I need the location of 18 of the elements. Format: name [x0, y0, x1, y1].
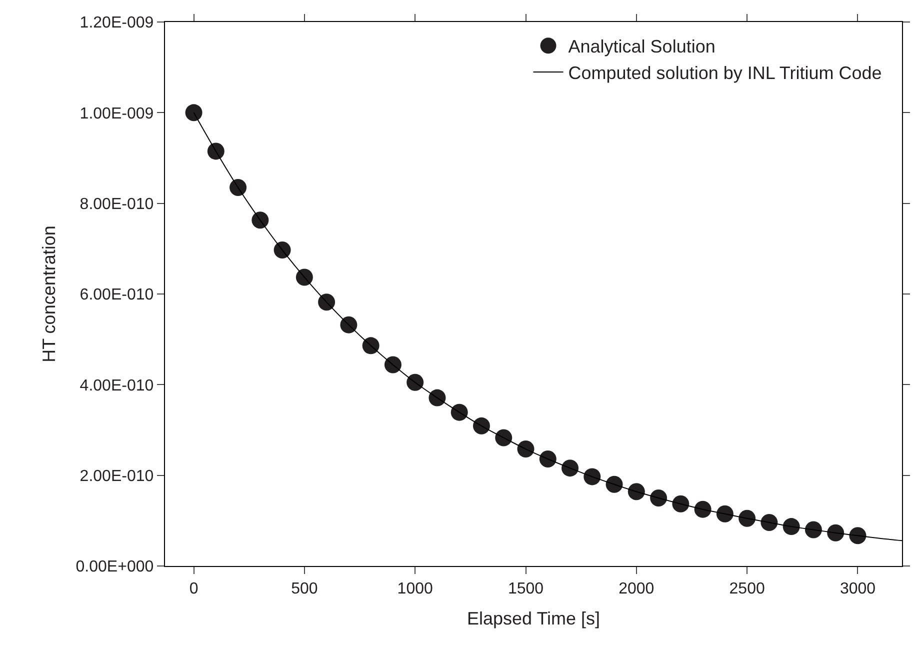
x-tick-label: 2000 [618, 580, 654, 598]
y-tick-label: 0.00E+000 [76, 558, 154, 576]
y-tick-label: 4.00E-010 [80, 377, 154, 394]
y-tick-label: 6.00E-010 [80, 286, 154, 304]
x-tick-label: 2500 [729, 580, 765, 598]
x-tick-label: 1500 [508, 580, 544, 598]
x-tick-label: 0 [189, 580, 198, 598]
y-tick-label: 1.20E-009 [80, 14, 154, 32]
legend-label: Analytical Solution [568, 36, 716, 57]
y-tick-label: 2.00E-010 [80, 468, 154, 485]
x-axis-title: Elapsed Time [s] [466, 608, 600, 628]
legend-label: Computed solution by INL Tritium Code [568, 63, 882, 84]
y-tick-label: 1.00E-009 [80, 105, 154, 122]
x-tick-label: 1000 [397, 580, 433, 598]
x-tick-label: 500 [291, 580, 318, 598]
y-tick-label: 8.00E-010 [80, 196, 154, 213]
x-tick-label: 3000 [840, 580, 876, 598]
y-axis-title: HT concentration [38, 226, 59, 362]
